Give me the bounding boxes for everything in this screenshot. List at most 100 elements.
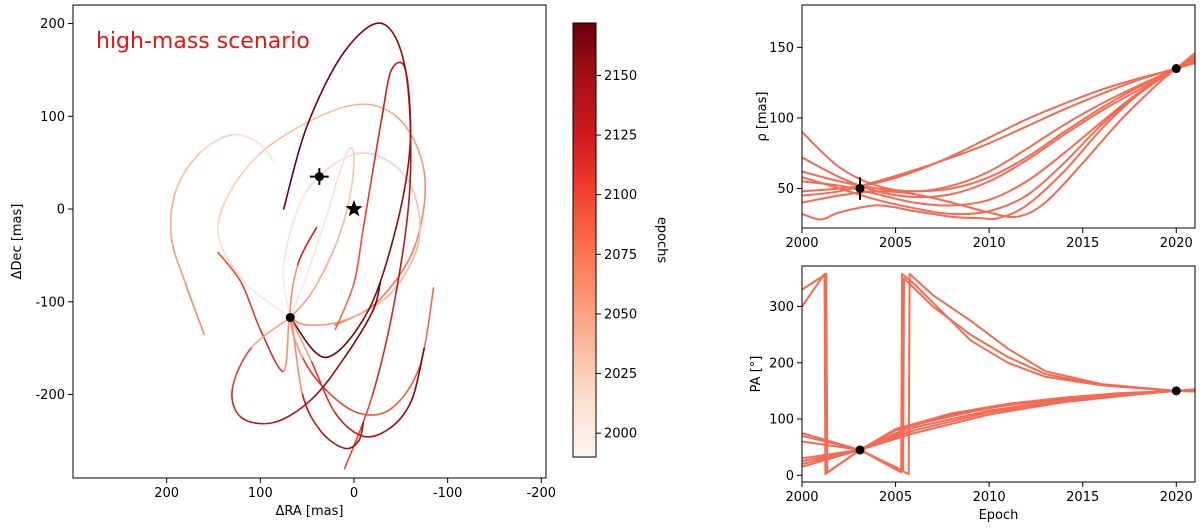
y-axis-label: ΔDec [mas] bbox=[10, 204, 25, 280]
colorbar-tick-label: 2100 bbox=[604, 188, 637, 203]
orbit-segment bbox=[259, 106, 346, 155]
orbit-segment bbox=[231, 347, 252, 391]
observation-point bbox=[1171, 386, 1181, 396]
observation-point bbox=[1171, 64, 1181, 74]
orbit-segment bbox=[371, 291, 397, 396]
orbit-segment bbox=[217, 251, 243, 284]
orbit-segment bbox=[411, 347, 425, 400]
orbit-segment bbox=[306, 217, 327, 275]
orbit-segment bbox=[240, 282, 262, 331]
orbit-segment bbox=[184, 282, 205, 335]
model-track bbox=[802, 54, 1195, 221]
orbit-segment bbox=[353, 226, 365, 284]
colorbar-tick-label: 2075 bbox=[604, 248, 637, 263]
axes-frame bbox=[801, 265, 1196, 483]
orbit-segment bbox=[334, 199, 351, 247]
orbit-segment bbox=[282, 124, 308, 210]
x-tick-label: 2005 bbox=[879, 236, 912, 251]
orbit-segment bbox=[198, 134, 233, 155]
x-tick-label: 2020 bbox=[1160, 236, 1193, 251]
orbit-segment bbox=[371, 115, 383, 173]
scenario-annotation: high-mass scenario bbox=[96, 29, 310, 54]
orbit-segment bbox=[390, 398, 413, 428]
orbit-segment bbox=[404, 175, 421, 238]
orbit-segment bbox=[231, 389, 243, 419]
orbit-segment bbox=[325, 389, 360, 414]
orbit-segment bbox=[282, 189, 308, 266]
y-tick-label: 0 bbox=[57, 203, 65, 218]
orbit-segment bbox=[371, 282, 381, 312]
x-tick-label: 2000 bbox=[785, 236, 818, 251]
orbit-segment bbox=[357, 421, 365, 442]
orbit-tracks bbox=[169, 22, 435, 470]
x-tick-label: 2015 bbox=[1066, 236, 1099, 251]
orbit-segment bbox=[390, 236, 421, 294]
colorbar-tick-label: 2025 bbox=[604, 367, 637, 382]
orbit-segment bbox=[217, 152, 262, 224]
axes-frame bbox=[801, 4, 1196, 229]
model-track bbox=[802, 61, 1195, 193]
model-track bbox=[802, 61, 1195, 197]
x-tick-label: 2010 bbox=[973, 236, 1006, 251]
model-track bbox=[802, 272, 1195, 474]
orbit-segment bbox=[311, 356, 346, 400]
observation-point bbox=[855, 183, 865, 193]
observation-point bbox=[855, 445, 865, 455]
y-tick-label: 200 bbox=[40, 17, 65, 32]
orbit-segment bbox=[381, 22, 407, 71]
y-tick-label: 200 bbox=[769, 356, 794, 371]
orbit-segment bbox=[343, 440, 360, 450]
orbit-segment bbox=[395, 143, 411, 229]
orbit-segment bbox=[297, 226, 318, 266]
orbit-segment bbox=[301, 393, 322, 433]
y-axis-label: PA [°] bbox=[749, 356, 764, 393]
orbit-track bbox=[282, 152, 421, 326]
colorbar-tick-label: 2050 bbox=[604, 307, 637, 322]
model-track bbox=[802, 277, 1195, 472]
orbit-segment bbox=[320, 430, 346, 450]
colorbar-frame bbox=[572, 22, 597, 458]
orbit-segment bbox=[289, 291, 313, 319]
orbit-segment bbox=[306, 319, 346, 326]
orbit-segment bbox=[362, 171, 374, 229]
orbit-segment bbox=[311, 245, 337, 294]
orbit-segment bbox=[348, 147, 355, 159]
model-track bbox=[802, 60, 1195, 193]
x-tick-label: -100 bbox=[433, 486, 463, 501]
model-track bbox=[802, 388, 1195, 468]
orbit-segment bbox=[357, 152, 407, 178]
orbit-segment bbox=[367, 226, 397, 312]
colorbar-tick-label: 2000 bbox=[604, 427, 637, 442]
orbit-segment bbox=[306, 152, 360, 192]
orbit-segment bbox=[339, 148, 351, 173]
orbit-segment bbox=[282, 316, 292, 373]
y-axis-label: ρ [mas] bbox=[755, 92, 770, 142]
series-lines bbox=[802, 272, 1195, 476]
orbit-segment bbox=[311, 361, 337, 414]
orbit-segment bbox=[357, 407, 393, 416]
orbit-segment bbox=[289, 273, 308, 319]
orbit-segment bbox=[301, 356, 327, 391]
orbit-segment bbox=[231, 133, 262, 145]
orbit-segment bbox=[343, 291, 393, 322]
orbit-segment bbox=[240, 416, 276, 425]
sky-orbit-panel: 200 100 0 -100 -200 -200 -100 0 100 200 ΔRA [mas] Δ… bbox=[10, 4, 557, 519]
x-tick-label: 200 bbox=[154, 486, 179, 501]
orbit-track bbox=[231, 282, 381, 425]
orbit-segment bbox=[259, 143, 276, 164]
orbit-segment bbox=[259, 328, 285, 373]
colorbar-fill bbox=[573, 23, 596, 457]
orbit-segment bbox=[175, 152, 201, 192]
orbit-segment bbox=[343, 310, 374, 359]
y-tick-label: 50 bbox=[777, 182, 794, 197]
orbit-segment bbox=[343, 393, 374, 470]
orbit-segment bbox=[395, 180, 411, 294]
x-axis-label: ΔRA [mas] bbox=[276, 504, 344, 519]
x-tick-label: -200 bbox=[527, 486, 557, 501]
model-track bbox=[802, 272, 1195, 476]
orbit-segment bbox=[381, 69, 393, 118]
orbit-segment bbox=[216, 222, 243, 280]
colorbar-tick-label: 2125 bbox=[604, 129, 637, 144]
orbit-segment bbox=[414, 171, 427, 247]
